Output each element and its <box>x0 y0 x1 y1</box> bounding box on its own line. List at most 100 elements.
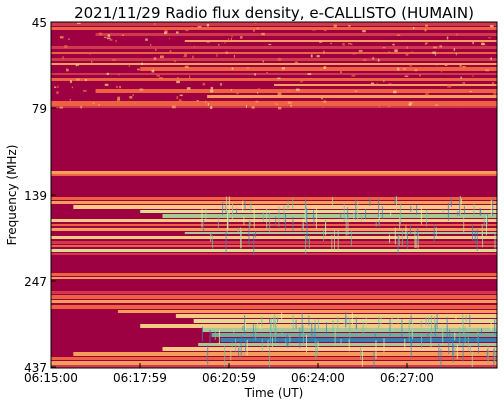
spectrum-streak <box>214 331 216 340</box>
x-tick-3: 06:24:00 <box>291 363 345 385</box>
spectrum-speckle <box>402 68 407 70</box>
spectrum-streak <box>240 229 242 249</box>
spectrum-streak <box>454 332 456 341</box>
spectrum-speckle <box>194 45 196 48</box>
spectrum-speckle <box>413 26 415 30</box>
spectrum-speckle <box>414 69 418 72</box>
spectrum-streak <box>401 228 403 247</box>
spectrum-speckle <box>294 61 298 63</box>
spectrum-speckle <box>122 34 124 36</box>
spectrum-streak <box>275 216 277 227</box>
spectrum-speckle <box>462 82 466 84</box>
spectrum-streak <box>334 325 336 347</box>
spectrum-streak <box>463 215 465 233</box>
spectrum-speckle <box>106 72 109 75</box>
spectrum-speckle <box>351 74 356 77</box>
spectrum-speckle <box>83 90 87 92</box>
spectrum-speckle <box>269 89 272 92</box>
spectrum-speckle <box>254 22 257 24</box>
spectrum-streak <box>305 235 307 254</box>
spectrum-streak <box>277 317 278 323</box>
spectrum-band <box>51 295 497 299</box>
spectrum-speckle <box>56 91 59 94</box>
spectrum-speckle <box>115 39 117 43</box>
spectrum-streak <box>412 206 414 211</box>
spectrum-streak <box>226 196 227 211</box>
spectrum-band <box>51 253 497 255</box>
spectrum-streak <box>483 213 485 227</box>
spectrum-streak <box>340 339 342 345</box>
spectrum-speckle <box>117 96 121 100</box>
spectrum-streak <box>345 312 347 328</box>
spectrum-streak <box>315 208 317 230</box>
spectrum-streak <box>273 317 275 328</box>
spectrum-streak <box>331 197 333 209</box>
spectrum-speckle <box>323 100 327 103</box>
spectrum-streak <box>345 214 347 236</box>
spectrum-streak <box>313 216 315 226</box>
spectrum-speckle <box>62 56 64 59</box>
spectrum-band <box>140 67 497 71</box>
spectrum-streak <box>373 350 375 368</box>
spectrum-speckle <box>323 66 327 70</box>
y-tick-label: 247 <box>24 275 47 289</box>
spectrum-speckle <box>156 74 160 77</box>
spectrum-streak <box>374 331 376 338</box>
spectrum-streak <box>242 200 244 213</box>
spectrum-streak <box>231 342 233 348</box>
y-tick-437: 437 <box>24 361 56 375</box>
spectrum-speckle <box>277 77 281 80</box>
spectrum-streak <box>454 343 456 356</box>
spectrum-speckle <box>251 106 255 109</box>
spectrum-speckle <box>358 49 363 52</box>
spectrum-streak <box>350 231 352 246</box>
spectrum-streak <box>427 332 429 338</box>
spectrum-streak <box>240 335 242 357</box>
spectrum-speckle <box>155 48 157 51</box>
spectrum-streak <box>248 219 250 230</box>
spectrum-streak <box>301 312 303 333</box>
spectrum-streak <box>337 230 339 251</box>
spectrum-streak <box>426 209 428 227</box>
spectrum-streak <box>481 224 483 239</box>
spectrum-streak <box>407 231 408 249</box>
spectrum-streak <box>383 338 385 353</box>
spectrum-speckle <box>206 23 210 27</box>
spectrum-band <box>51 357 497 360</box>
spectrum-streak <box>457 211 459 216</box>
spectrum-streak <box>494 346 496 362</box>
spectrum-speckle <box>481 43 486 46</box>
spectrum-speckle <box>439 45 442 48</box>
spectrum-streak <box>450 196 452 207</box>
spectrum-streak <box>292 216 294 232</box>
spectrum-streak <box>249 221 251 227</box>
spectrum-speckle <box>352 52 356 55</box>
spectrum-band <box>51 78 497 81</box>
spectrum-streak <box>318 319 319 330</box>
spectrum-speckle <box>68 38 70 41</box>
spectrum-speckle <box>225 51 228 54</box>
spectrum-speckle <box>424 43 427 45</box>
spectrum-speckle <box>488 37 492 39</box>
chart-title: 2021/11/29 Radio flux density, e-CALLIST… <box>74 4 474 22</box>
spectrum-streak <box>410 205 412 212</box>
spectrum-speckle <box>383 80 385 82</box>
x-tick-2: 06:20:59 <box>202 363 256 385</box>
spectrum-streak <box>263 212 264 222</box>
spectrum-speckle <box>388 83 392 85</box>
spectrum-streak <box>378 220 380 227</box>
spectrum-streak <box>399 216 401 231</box>
spectrum-streak <box>217 215 219 230</box>
spectrum-streak <box>448 339 450 355</box>
spectrogram-streaks <box>54 22 497 368</box>
spectrum-band <box>51 245 497 247</box>
spectrum-speckle <box>472 41 474 45</box>
spectrum-speckle <box>393 90 397 94</box>
spectrum-streak <box>430 315 432 334</box>
spectrum-streak <box>233 328 235 333</box>
spectrum-speckle <box>183 55 187 58</box>
x-tick-label: 06:17:59 <box>113 371 167 385</box>
spectrum-streak <box>469 314 471 328</box>
x-tick-label: 06:24:00 <box>291 371 345 385</box>
spectrum-streak <box>399 202 401 225</box>
